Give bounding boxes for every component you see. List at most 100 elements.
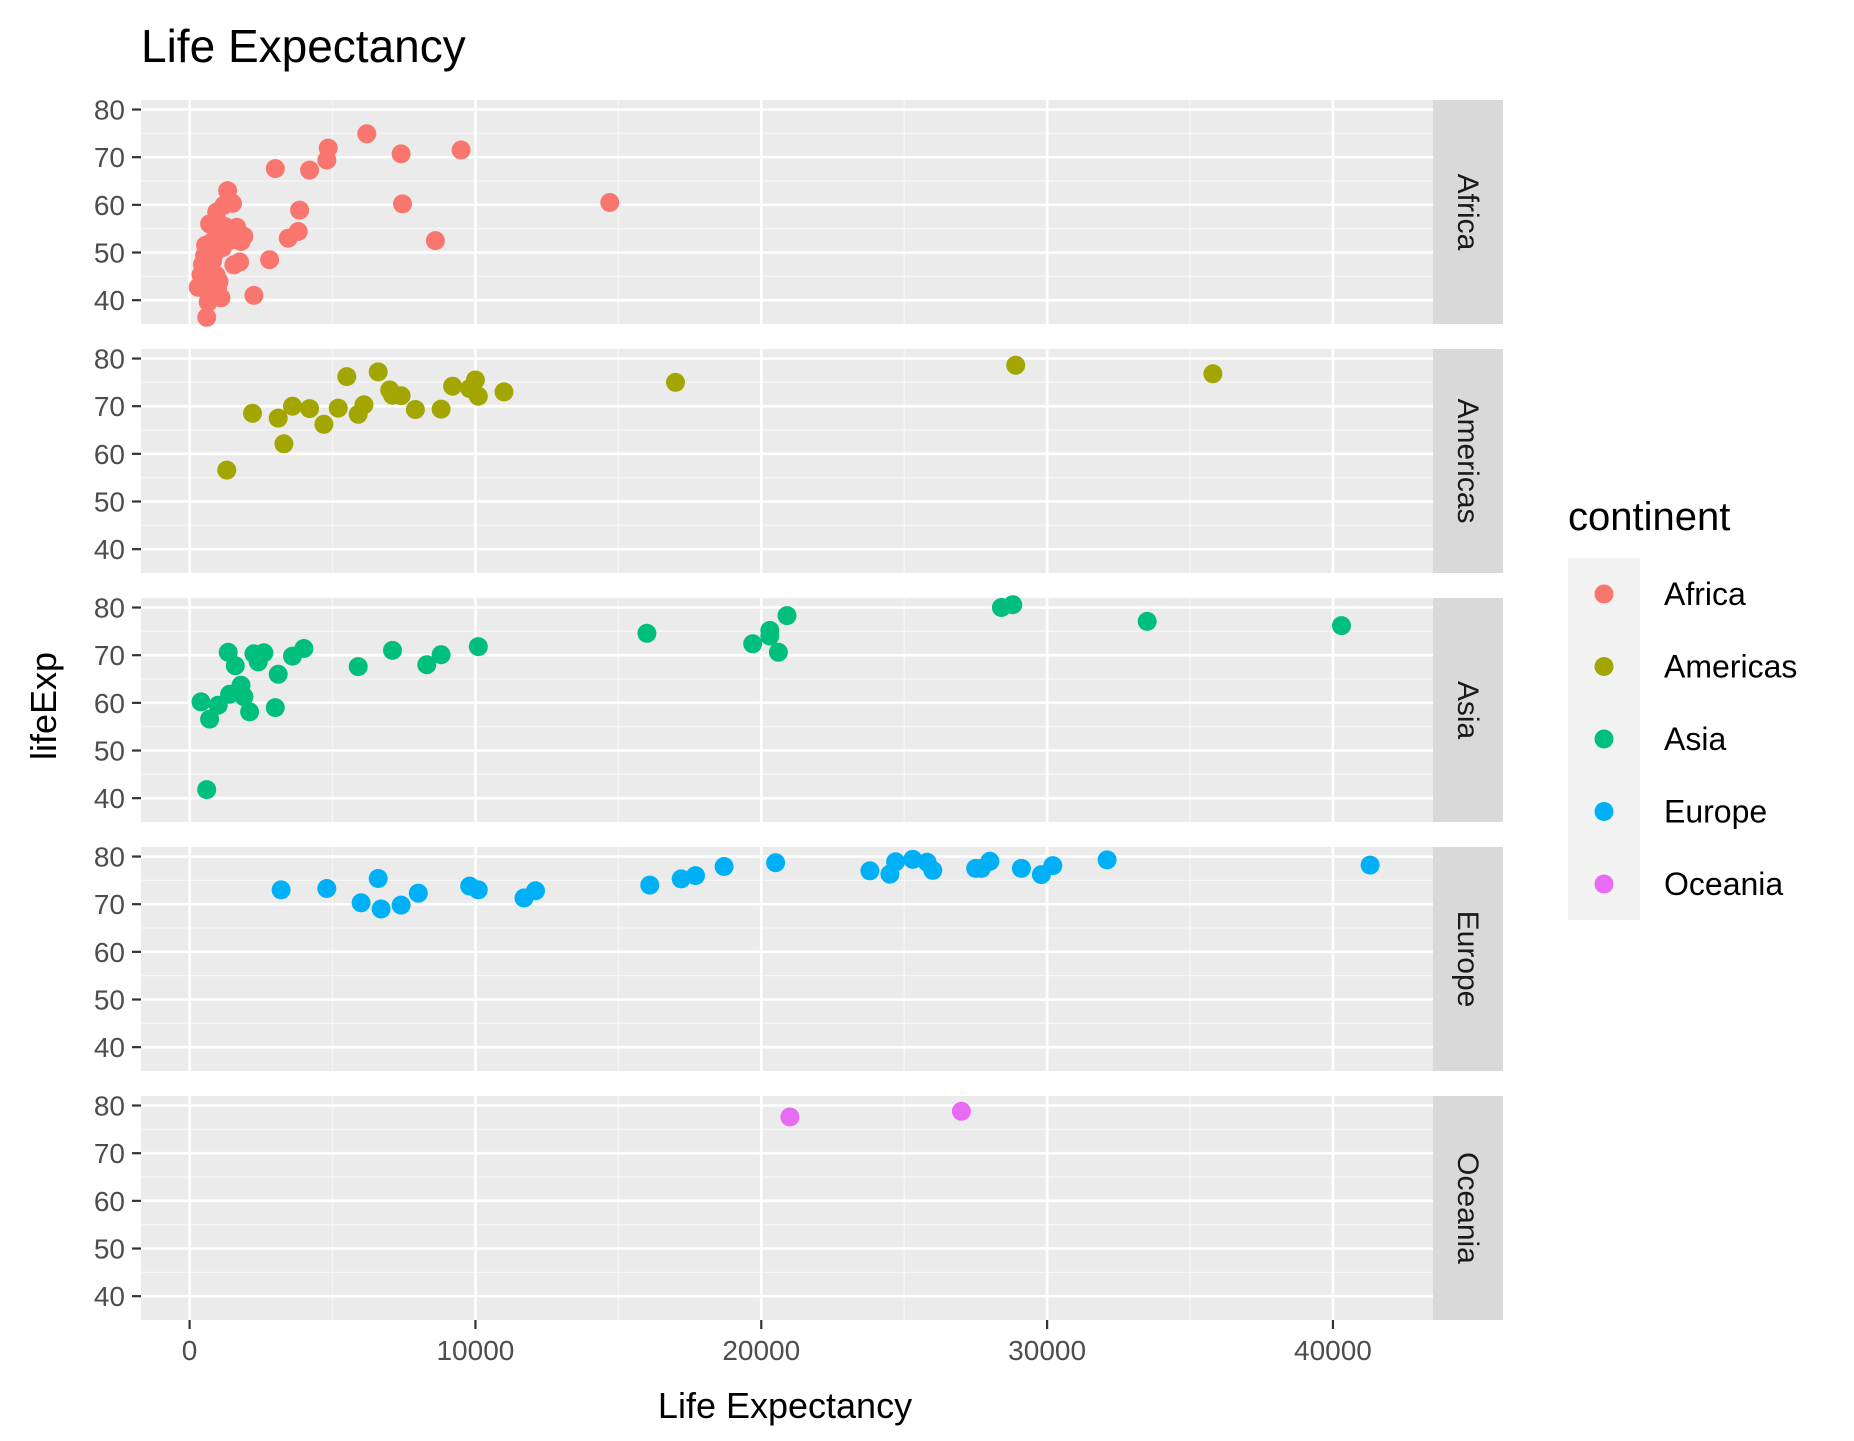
point-europe [640, 875, 660, 895]
point-africa [260, 250, 280, 270]
point-asia [760, 626, 780, 646]
point-americas [368, 362, 388, 382]
y-tick-label: 40 [94, 783, 125, 814]
point-asia [234, 687, 254, 707]
point-oceania [951, 1101, 971, 1121]
point-africa [244, 285, 264, 305]
x-tick-label: 10000 [436, 1335, 514, 1366]
legend-item-africa: Africa [1594, 576, 1746, 612]
y-tick-label: 70 [94, 889, 125, 920]
point-europe [903, 849, 923, 869]
y-tick-label: 40 [94, 1281, 125, 1312]
facet-strip [1433, 1096, 1503, 1320]
point-europe [371, 899, 391, 919]
facet-panel-americas: 40 50 60 70 80 Americas [94, 344, 1503, 573]
y-tick-label: 80 [94, 95, 125, 126]
point-americas [314, 414, 334, 434]
point-europe [1011, 858, 1031, 878]
y-tick-label: 60 [94, 937, 125, 968]
x-axis: 0 10000 20000 30000 40000 [182, 1320, 1372, 1366]
point-europe [526, 881, 545, 901]
point-africa [393, 194, 412, 214]
point-europe [1097, 850, 1117, 870]
legend-label: Africa [1664, 576, 1746, 612]
point-europe [714, 857, 734, 876]
facet-strip-label: Europe [1451, 911, 1484, 1008]
facet-strip-label: Americas [1451, 398, 1484, 523]
point-americas [274, 434, 294, 454]
point-africa [451, 140, 471, 160]
facet-strip-label: Africa [1451, 174, 1484, 251]
point-americas [354, 395, 374, 415]
point-asia [431, 645, 451, 665]
point-asia [268, 664, 288, 684]
panel-background [141, 598, 1433, 822]
point-asia [743, 634, 763, 654]
point-europe [391, 895, 411, 915]
y-tick-label: 50 [94, 985, 125, 1016]
y-tick-label: 50 [94, 238, 125, 269]
facet-strip-label: Asia [1451, 681, 1484, 740]
y-tick-label: 70 [94, 391, 125, 422]
point-europe [468, 880, 488, 900]
point-africa [234, 226, 254, 246]
y-tick-label: 80 [94, 1091, 125, 1122]
facet-strip [1433, 349, 1503, 573]
y-tick-label: 60 [94, 439, 125, 470]
facet-panel-oceania: 40 50 60 70 80 Oceania [94, 1091, 1503, 1320]
legend-title: continent [1568, 495, 1730, 539]
y-tick-label: 70 [94, 1138, 125, 1169]
facet-strip [1433, 847, 1503, 1071]
point-asia [254, 643, 274, 663]
point-americas [328, 398, 348, 418]
x-tick-label: 20000 [722, 1335, 800, 1366]
x-axis-label: Life Expectancy [658, 1385, 912, 1426]
point-asia [1332, 616, 1351, 636]
point-asia [468, 637, 488, 657]
y-tick-label: 70 [94, 142, 125, 173]
facet-panels: 40 50 60 70 80 Africa 40 50 60 70 80 Americas 40 50 60… [94, 95, 1503, 1320]
point-europe [886, 852, 906, 872]
point-asia [225, 656, 245, 676]
point-asia [768, 642, 788, 662]
point-europe [1360, 855, 1380, 875]
point-europe [351, 893, 371, 913]
point-asia [240, 702, 260, 722]
legend-key-africa [1594, 584, 1614, 604]
point-europe [271, 880, 291, 900]
point-africa [209, 272, 229, 292]
y-tick-label: 70 [94, 640, 125, 671]
legend-label: Oceania [1664, 866, 1783, 902]
y-tick-label: 50 [94, 487, 125, 518]
legend-key-europe [1594, 802, 1614, 821]
point-africa [318, 138, 338, 158]
y-tick-label: 40 [94, 285, 125, 316]
point-europe [686, 866, 705, 886]
point-europe [980, 851, 1000, 871]
point-africa [288, 222, 308, 241]
point-asia [637, 623, 657, 643]
point-europe [860, 861, 880, 881]
legend: continent Africa Americas Asia Europe Oceania [1568, 495, 1797, 920]
y-tick-label: 50 [94, 736, 125, 767]
point-americas [666, 372, 685, 392]
facet-panel-africa: 40 50 60 70 80 Africa [94, 95, 1503, 327]
point-asia [1137, 611, 1157, 631]
panel-background [141, 349, 1433, 573]
point-asia [294, 639, 314, 658]
point-europe [766, 853, 786, 873]
point-americas [443, 376, 463, 396]
point-americas [465, 370, 485, 390]
point-europe [923, 860, 943, 880]
legend-key-oceania [1594, 874, 1614, 894]
panel-background [141, 847, 1433, 1071]
point-asia [348, 657, 368, 677]
point-asia [777, 606, 797, 626]
point-asia [265, 698, 285, 718]
point-africa [290, 200, 310, 220]
point-europe [671, 869, 691, 889]
point-europe [408, 883, 428, 903]
x-tick-label: 30000 [1008, 1335, 1086, 1366]
y-tick-label: 80 [94, 344, 125, 375]
